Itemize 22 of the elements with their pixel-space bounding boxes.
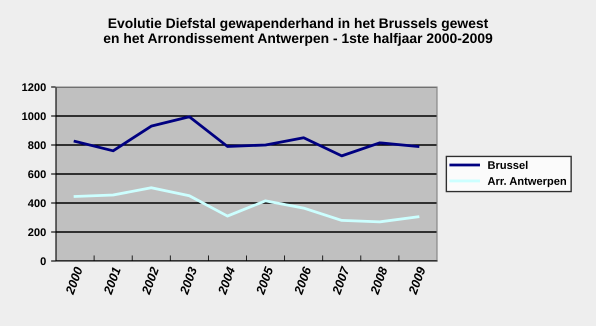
y-tick-label: 1000 xyxy=(22,112,46,120)
x-tick-label: 2004 xyxy=(217,266,236,296)
legend-label: Arr. Antwerpen xyxy=(488,177,566,188)
x-tick-label: 2002 xyxy=(141,266,160,296)
x-tick-label: 2006 xyxy=(294,266,312,296)
y-tick-label: 1200 xyxy=(22,83,46,92)
y-tick-label: 400 xyxy=(28,199,46,208)
x-tick-label: 2001 xyxy=(103,266,121,296)
y-tick-label: 0 xyxy=(40,257,46,266)
x-tick-label: 2008 xyxy=(370,266,388,296)
x-tick-label: 2003 xyxy=(179,266,198,296)
x-tick-label: 2005 xyxy=(256,266,274,296)
x-tick-label: 2007 xyxy=(332,266,350,296)
legend-label: Brussel xyxy=(488,160,528,170)
y-tick-label: 200 xyxy=(28,228,46,236)
chart-title: Evolutie Diefstal gewapenderhand in het Brussels gewest en het Arrondissement Antwerpen - 1ste halfjaar 2000-2009 xyxy=(104,18,492,46)
line-series xyxy=(74,186,420,224)
x-tick-label: 2000 xyxy=(65,266,83,296)
x-tick-label: 2009 xyxy=(408,266,426,296)
y-tick-label: 800 xyxy=(28,141,46,150)
line-series xyxy=(74,115,420,158)
y-tick-label: 600 xyxy=(28,170,46,178)
